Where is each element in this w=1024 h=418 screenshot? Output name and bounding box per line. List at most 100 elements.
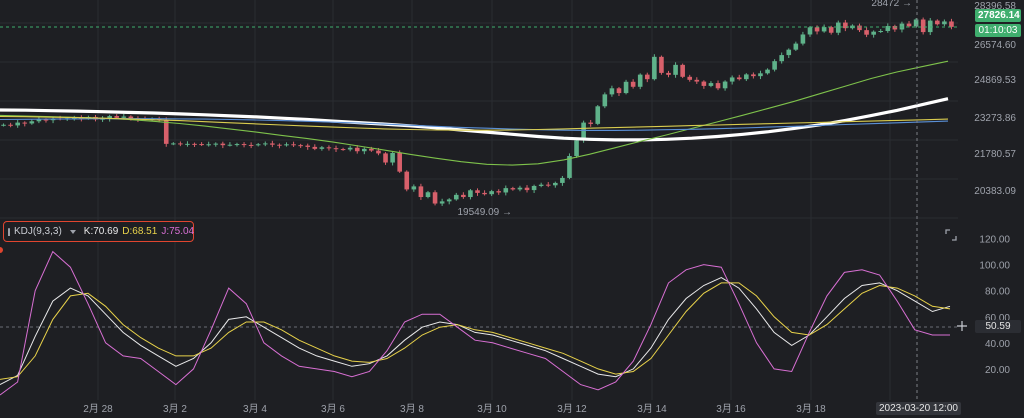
price-axis-label: 24869.53	[974, 75, 1016, 86]
moving-average-line	[0, 118, 949, 131]
candle-body	[36, 119, 42, 122]
candle-body	[942, 21, 947, 25]
candle-body	[461, 194, 466, 198]
candle-body	[878, 31, 884, 33]
candle-body	[43, 119, 49, 121]
candle-body	[192, 143, 197, 145]
candle-body	[241, 144, 247, 146]
candle-body	[411, 186, 417, 190]
candle-body	[284, 144, 289, 146]
price-axis-label: 20383.09	[974, 186, 1016, 197]
candle-body	[644, 74, 650, 80]
candle-body	[729, 77, 735, 82]
candle-body	[270, 143, 275, 145]
candle-body	[786, 49, 792, 56]
chevron-down-icon[interactable]	[69, 229, 76, 234]
moving-average-line	[0, 97, 949, 142]
time-axis-label: 3月 10	[477, 403, 507, 415]
candle-body	[800, 34, 806, 44]
bell-icon[interactable]	[8, 227, 10, 236]
candle-body	[319, 147, 325, 149]
time-axis-label: 3月 8	[400, 403, 424, 415]
candle-body	[821, 27, 827, 32]
kdj-indicator-name: KDJ(9,3,3)	[14, 226, 62, 237]
kdj-axis-label: 120.00	[979, 235, 1010, 246]
candle-body	[475, 190, 480, 193]
candle-body	[425, 192, 431, 198]
candle-body	[15, 122, 20, 126]
candle-body	[114, 116, 120, 118]
candle-body	[418, 186, 424, 198]
time-axis-label: 3月 4	[243, 403, 267, 415]
kdj-k-value: K:70.69	[83, 226, 119, 237]
candle-body	[715, 83, 721, 89]
kdj-j-line	[0, 250, 950, 396]
candle-body	[694, 79, 700, 82]
candle-body	[920, 19, 926, 33]
candle-body	[510, 188, 516, 190]
kdj-legend[interactable]: KDJ(9,3,3) K:70.69 D:68.51 J:75.04	[3, 221, 194, 242]
candle-body	[503, 188, 509, 193]
candle-body	[913, 19, 919, 27]
candle-body	[935, 20, 940, 25]
candle-body	[793, 43, 799, 50]
candle-body	[220, 143, 226, 146]
time-axis-label: 3月 16	[716, 403, 746, 415]
candle-body	[574, 140, 579, 157]
candle-body	[517, 187, 523, 190]
moving-average-line	[0, 60, 949, 166]
candle-body	[765, 69, 770, 74]
candle-body	[255, 144, 261, 146]
candle-body	[751, 74, 756, 77]
candle-body	[609, 88, 615, 95]
candle-body	[397, 152, 402, 172]
candle-body	[673, 64, 678, 75]
expand-icon[interactable]	[945, 229, 957, 241]
candle-body	[701, 81, 707, 86]
candle-body	[234, 144, 240, 146]
candle-body	[432, 192, 438, 204]
candle-body	[581, 122, 586, 141]
time-axis-label: 3月 6	[321, 403, 345, 415]
low-price-label: 19549.09 →	[458, 207, 513, 218]
candle-body	[588, 122, 593, 124]
candle-body	[178, 143, 183, 145]
high-price-label: 28472 →	[871, 0, 912, 9]
candle-body	[524, 187, 530, 191]
candle-body	[637, 74, 643, 87]
kdj-d-line	[0, 282, 951, 380]
candle-body	[468, 190, 473, 198]
time-axis-label: 3月 18	[796, 403, 826, 415]
candle-body	[362, 148, 367, 152]
candle-body	[156, 118, 162, 120]
price-axis-label: 23273.86	[974, 113, 1016, 124]
price-axis-label: 28396.58	[974, 1, 1016, 12]
candle-body	[772, 61, 777, 70]
candle-body	[553, 182, 558, 186]
last-price-tag: 27826.14	[975, 9, 1021, 22]
candle-body	[8, 124, 13, 126]
candle-body	[835, 22, 841, 33]
candle-body	[22, 122, 28, 124]
candle-body	[623, 81, 629, 94]
candle-body	[312, 146, 318, 149]
candle-body	[560, 177, 565, 183]
alert-dot	[0, 247, 3, 253]
candle-body	[885, 26, 891, 32]
candle-body	[298, 145, 303, 147]
candle-body	[828, 27, 834, 33]
candle-body	[206, 144, 211, 146]
kdj-axis-label: 80.00	[985, 287, 1010, 298]
time-axis-label: 3月 12	[557, 403, 587, 415]
candle-body	[616, 88, 622, 94]
candle-body	[79, 117, 84, 119]
candle-body	[814, 27, 820, 32]
candle-body	[538, 184, 544, 186]
candle-body	[602, 94, 608, 107]
candle-body	[744, 74, 749, 80]
candle-body	[439, 201, 445, 204]
plus-icon[interactable]	[956, 320, 968, 332]
candle-body	[857, 25, 862, 31]
candle-body	[496, 191, 502, 193]
